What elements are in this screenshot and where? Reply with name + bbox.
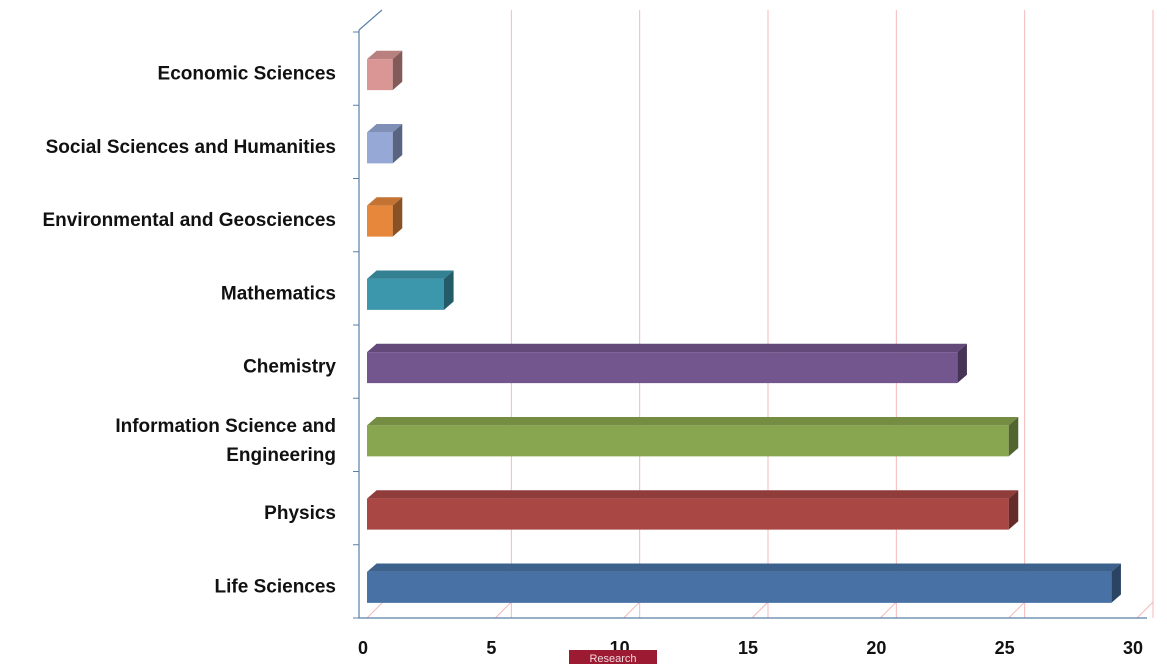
x-tick-label: 20 xyxy=(866,638,886,658)
bar-side-face xyxy=(444,270,454,310)
category-labels: Economic Sciences Social Sciences and Hum… xyxy=(42,64,336,598)
floor-gridline xyxy=(623,601,641,619)
bar-7 xyxy=(367,563,1121,603)
category-label: Chemistry xyxy=(243,357,336,378)
bar-5 xyxy=(367,416,1019,457)
x-tick-label: 30 xyxy=(1123,638,1143,658)
bar-side-face xyxy=(392,197,403,237)
y-axis-top-edge xyxy=(358,9,383,31)
category-label: Mathematics xyxy=(221,283,336,304)
category-label: Life Sciences xyxy=(215,576,336,597)
bar-4 xyxy=(367,343,967,384)
bar-top-face xyxy=(367,50,403,60)
bar-front-face xyxy=(367,425,1009,457)
bar-top-face xyxy=(367,123,403,133)
x-tick-label: 0 xyxy=(358,638,368,658)
bar-side-face xyxy=(392,50,403,91)
bar-top-face xyxy=(367,416,1019,426)
bar-top-face xyxy=(367,197,403,206)
floor-gridline xyxy=(879,601,897,619)
bar-6 xyxy=(367,490,1019,530)
research-watermark: Research xyxy=(569,650,657,664)
floor-gridline xyxy=(1136,601,1154,619)
bar-front-face xyxy=(367,205,393,237)
category-label: Social Sciences and Humanities xyxy=(46,137,336,158)
x-tick-label: 25 xyxy=(995,638,1015,658)
bar-front-face xyxy=(367,498,1009,530)
bar-front-face xyxy=(367,352,958,384)
bar-top-face xyxy=(367,490,1019,499)
bar-front-face xyxy=(367,278,444,310)
bar-top-face xyxy=(367,563,1121,572)
bar-side-face xyxy=(957,343,967,384)
floor-gridline xyxy=(1008,601,1026,619)
floor-gridline xyxy=(494,601,512,619)
bar-2 xyxy=(367,197,403,237)
bar-front-face xyxy=(367,132,393,164)
category-label: Information Science and Engineering xyxy=(115,416,336,466)
tick-labels: 0 5 10 15 20 25 30 xyxy=(358,638,1143,658)
bar-side-face xyxy=(1111,563,1121,603)
x-tick-label: 15 xyxy=(738,638,758,658)
floor-gridline xyxy=(366,601,384,619)
floor-gridline xyxy=(751,601,769,619)
axes xyxy=(353,9,1147,619)
bar-side-face xyxy=(1008,490,1019,530)
category-label: Economic Sciences xyxy=(158,64,336,85)
x-tick-label: 5 xyxy=(486,638,496,658)
category-label: Physics xyxy=(264,503,336,524)
bar-0 xyxy=(367,50,403,91)
bar-side-face xyxy=(392,123,403,164)
bar-1 xyxy=(367,123,403,164)
category-label: Environmental and Geosciences xyxy=(42,210,336,231)
bar-front-face xyxy=(367,571,1112,603)
bar-front-face xyxy=(367,59,393,91)
bar-top-face xyxy=(367,343,967,353)
bars xyxy=(367,50,1121,603)
bar-3 xyxy=(367,270,454,310)
bar-top-face xyxy=(367,270,454,279)
bar-side-face xyxy=(1008,416,1019,457)
